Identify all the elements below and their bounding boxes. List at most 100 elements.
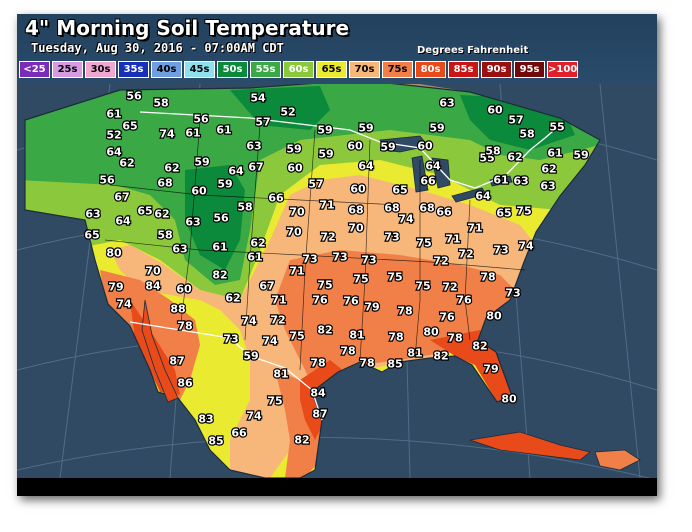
temperature-reading: 61: [216, 124, 231, 137]
temperature-reading: 60: [191, 185, 207, 198]
temperature-reading: 66: [268, 192, 284, 205]
temperature-reading: 61: [185, 127, 200, 140]
temperature-reading: 79: [108, 281, 123, 294]
color-legend: <25 25s 30s 35s 40s 45s 50s 55s 60s 65s …: [19, 61, 578, 78]
temperature-reading: 74: [262, 335, 278, 348]
temperature-reading: 86: [177, 377, 193, 390]
legend-swatch: 35s: [118, 61, 149, 78]
temperature-reading: 65: [122, 120, 137, 133]
legend-swatch: 60s: [283, 61, 314, 78]
temperature-reading: 66: [231, 427, 247, 440]
legend-swatch: 75s: [382, 61, 413, 78]
temperature-reading: 67: [259, 280, 274, 293]
temperature-reading: 63: [540, 180, 555, 193]
temperature-reading: 62: [541, 163, 556, 176]
temperature-reading: 64: [425, 160, 441, 173]
legend-swatch: 45s: [184, 61, 215, 78]
temperature-reading: 71: [467, 222, 482, 235]
legend-swatch: <25: [19, 61, 50, 78]
temperature-reading: 82: [472, 340, 487, 353]
temperature-reading: 62: [250, 237, 265, 250]
temperature-reading: 61: [212, 241, 227, 254]
temperature-reading: 78: [397, 305, 412, 318]
temperature-reading: 57: [255, 116, 270, 129]
temperature-reading: 64: [115, 215, 131, 228]
temperature-reading: 66: [420, 175, 436, 188]
temperature-reading: 75: [387, 271, 402, 284]
temperature-reading: 65: [137, 205, 152, 218]
coastline: [24, 84, 601, 478]
temperature-reading: 68: [348, 204, 363, 217]
temperature-reading: 70: [145, 265, 161, 278]
temperature-reading: 75: [516, 205, 531, 218]
legend-swatch: 95s: [514, 61, 545, 78]
temperature-reading: 80: [486, 310, 502, 323]
temperature-reading: 56: [126, 90, 142, 103]
temperature-reading: 61: [247, 251, 262, 264]
temperature-reading: 84: [145, 280, 161, 293]
temperature-reading: 78: [177, 320, 192, 333]
temperature-reading: 60: [417, 140, 433, 153]
temperature-reading: 78: [359, 357, 374, 370]
temperature-reading: 67: [114, 191, 129, 204]
temperature-reading: 76: [312, 294, 328, 307]
temperature-reading: 83: [198, 413, 213, 426]
temperature-reading: 73: [505, 287, 520, 300]
temperature-reading: 78: [480, 271, 495, 284]
temperature-reading: 60: [176, 283, 192, 296]
temperature-reading: 81: [349, 329, 364, 342]
temperature-reading: 63: [172, 243, 187, 256]
temperature-reading: 75: [317, 279, 332, 292]
map-valid-time: Tuesday, Aug 30, 2016 - 07:00AM CDT: [31, 41, 284, 55]
temperature-reading: 59: [358, 122, 373, 135]
temperature-reading: 60: [347, 140, 363, 153]
temperature-reading: 75: [415, 280, 430, 293]
temperature-reading: 79: [364, 301, 379, 314]
temperature-reading: 62: [164, 162, 179, 175]
temperature-reading: 73: [332, 251, 347, 264]
temperature-reading: 63: [246, 140, 261, 153]
state-borders: [104, 119, 526, 371]
temperature-reading: 63: [513, 175, 528, 188]
temperature-reading: 72: [442, 281, 457, 294]
temperature-reading: 76: [439, 311, 455, 324]
temperature-reading: 74: [518, 240, 534, 253]
temperature-reading: 60: [287, 162, 303, 175]
temperature-reading: 82: [433, 350, 448, 363]
temperature-reading: 60: [487, 104, 503, 117]
temperature-reading: 74: [246, 410, 262, 423]
temperature-reading: 82: [212, 269, 227, 282]
temperature-reading: 70: [348, 222, 364, 235]
temperature-reading: 56: [213, 212, 229, 225]
temperature-reading: 64: [475, 190, 491, 203]
temperature-reading: 64: [228, 165, 244, 178]
temperature-reading: 52: [280, 106, 295, 119]
temperature-reading: 84: [310, 387, 326, 400]
temperature-reading: 78: [310, 357, 325, 370]
temperature-reading: 52: [106, 129, 121, 142]
temperature-reading: 73: [223, 333, 238, 346]
temperature-reading: 76: [343, 295, 359, 308]
temperature-reading: 59: [194, 156, 209, 169]
temperature-reading: 56: [193, 113, 209, 126]
baja-peninsula: [141, 299, 179, 403]
temperature-reading: 75: [416, 237, 431, 250]
temperature-reading: 74: [241, 315, 257, 328]
temperature-reading: 74: [116, 298, 132, 311]
temperature-reading: 58: [237, 201, 252, 214]
temperature-reading: 62: [154, 208, 169, 221]
bottom-bar: [17, 478, 657, 496]
temperature-reading: 65: [392, 184, 407, 197]
legend-swatch: 55s: [250, 61, 281, 78]
temperature-reading: 59: [380, 141, 395, 154]
legend-swatch: 70s: [349, 61, 380, 78]
temperature-reading: 73: [384, 231, 399, 244]
temperature-reading: 68: [157, 177, 172, 190]
temperature-reading: 59: [286, 143, 301, 156]
temperature-reading: 73: [361, 254, 376, 267]
legend-swatch: 80s: [415, 61, 446, 78]
temperature-reading: 75: [267, 395, 282, 408]
temperature-reading: 71: [445, 233, 460, 246]
